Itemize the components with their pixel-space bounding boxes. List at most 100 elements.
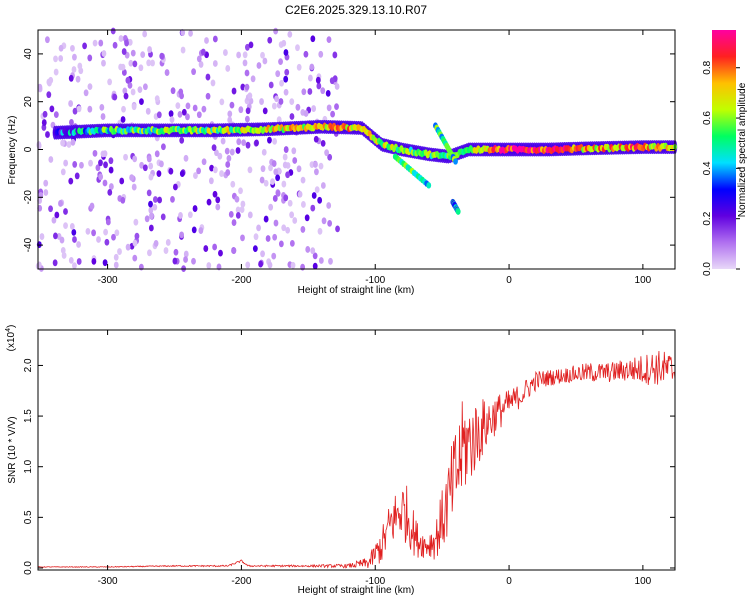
spectrogram-cell	[68, 256, 74, 264]
spectrogram-cell	[132, 239, 138, 247]
spectrogram-cell	[289, 211, 295, 219]
spectrogram-cell	[103, 228, 108, 236]
spectrogram-cell	[252, 245, 258, 253]
spectrogram-cell	[330, 110, 336, 118]
spectrogram-cell	[169, 116, 175, 124]
spectrogram-cell	[204, 37, 209, 44]
spectrogram-cell	[310, 247, 316, 255]
spectrogram-cell	[188, 29, 193, 37]
spectrogram-cell	[74, 172, 80, 180]
snr-x-tick-label: -300	[98, 576, 118, 587]
spectrogram-cell	[229, 101, 235, 109]
spectrogram-cell	[120, 196, 126, 204]
spectrogram-cell	[152, 196, 158, 203]
spectrogram-cell	[79, 161, 84, 169]
spectrogram-cell	[85, 227, 91, 235]
spectrogram-cell	[206, 262, 212, 269]
spectrogram-cell	[87, 54, 93, 62]
spectrogram-cell	[318, 50, 324, 58]
spectrogram-cell	[159, 160, 164, 168]
spectrogram-cell	[150, 59, 155, 67]
spectrogram-cell	[326, 36, 332, 44]
spectrogram-cell	[248, 41, 254, 49]
spectrogram-cell	[148, 162, 154, 170]
spectrogram-cell	[281, 39, 287, 47]
spectrogram-cell	[212, 243, 218, 251]
spectrogram-cell	[244, 83, 250, 91]
spectrogram-x-ticks: -300 -200 -100 0 100	[98, 30, 652, 286]
spectrogram-cell	[263, 179, 269, 187]
spectrogram-cell	[238, 106, 244, 114]
spectrogram-cell	[273, 168, 279, 176]
spectrogram-cell	[98, 173, 104, 181]
spectrogram-cell	[219, 98, 225, 106]
spectrogram-cell	[225, 169, 231, 176]
spectrogram-cell	[223, 49, 228, 56]
spectrogram-cell	[256, 224, 261, 232]
spectrogram-cell	[278, 58, 283, 65]
spectrogram-cell	[230, 180, 236, 188]
spectrogram-cell	[60, 168, 66, 176]
spectrogram-cell	[235, 147, 241, 154]
spectrogram-cell	[247, 166, 253, 174]
spectrogram-cell	[278, 240, 284, 248]
spectrogram-cell	[198, 227, 204, 234]
spectrogram-cell	[43, 179, 49, 187]
spectrogram-cell	[198, 61, 204, 68]
spectrogram-cell	[231, 219, 237, 226]
figure-title: C2E6.2025.329.13.10.R07	[285, 3, 427, 17]
spectrogram-cell	[37, 204, 43, 212]
spectrogram-cell	[180, 46, 186, 54]
spectrogram-cell	[271, 160, 277, 167]
spectrogram-cell	[321, 217, 327, 225]
spectrogram-cell	[226, 154, 232, 162]
spectrogram-cell	[147, 249, 152, 257]
spectrogram-cell	[289, 239, 295, 247]
spectrogram-cell	[196, 55, 202, 63]
snr-y-tick-label: 2.0	[23, 358, 34, 372]
spectrogram-cell	[292, 217, 298, 224]
spectrogram-cell	[200, 48, 206, 56]
spectrogram-cell	[66, 141, 72, 148]
spectrogram-cell	[201, 105, 207, 113]
snr-y-axis-label: SNR (10 * V/V)	[7, 416, 18, 483]
spectrogram-cell	[225, 65, 231, 72]
spectrogram-cell	[267, 261, 273, 269]
spectrogram-branch-cell	[426, 182, 432, 189]
spectrogram-cell	[245, 141, 251, 149]
spectrogram-cell	[142, 164, 148, 172]
spectrogram-cell	[287, 199, 293, 207]
snr-series-line	[37, 351, 676, 569]
spectrogram-cell	[54, 211, 60, 219]
snr-scale-base: (x10	[6, 331, 17, 351]
spectrogram-cell	[147, 46, 152, 53]
spectrogram-cell	[142, 83, 148, 91]
spectrogram-cell	[313, 135, 319, 143]
spectrogram-cell	[260, 165, 266, 173]
spectrogram-x-tick-label: -300	[98, 275, 118, 286]
spectrogram-cell	[127, 38, 133, 46]
spectrogram-cell	[227, 116, 233, 124]
spectrogram-cell	[208, 177, 214, 185]
snr-y-tick-label: 0.5	[23, 510, 34, 524]
colorbar-label: Normalized spectral amplitude	[737, 82, 748, 217]
spectrogram-cell	[60, 246, 66, 254]
spectrogram-cell	[234, 195, 240, 203]
spectrogram-cell	[217, 152, 223, 160]
spectrogram-cell	[311, 192, 317, 199]
spectrogram-y-tick-label: 20	[23, 96, 34, 108]
spectrogram-cell	[210, 79, 216, 87]
spectrogram-cell	[242, 59, 248, 67]
spectrogram-cell	[305, 246, 311, 253]
spectrogram-cell	[192, 104, 198, 112]
spectrogram-cell	[71, 66, 77, 73]
spectrogram-cell	[179, 136, 185, 144]
spectrogram-cell	[275, 174, 281, 182]
spectrogram-cell	[44, 36, 50, 44]
spectrogram-cell	[320, 139, 326, 147]
spectrogram-cell	[142, 30, 148, 38]
spectrogram-cell	[282, 153, 288, 161]
spectrogram-cell	[172, 183, 178, 191]
spectrogram-cell	[303, 110, 309, 117]
spectrogram-cell	[36, 142, 42, 150]
